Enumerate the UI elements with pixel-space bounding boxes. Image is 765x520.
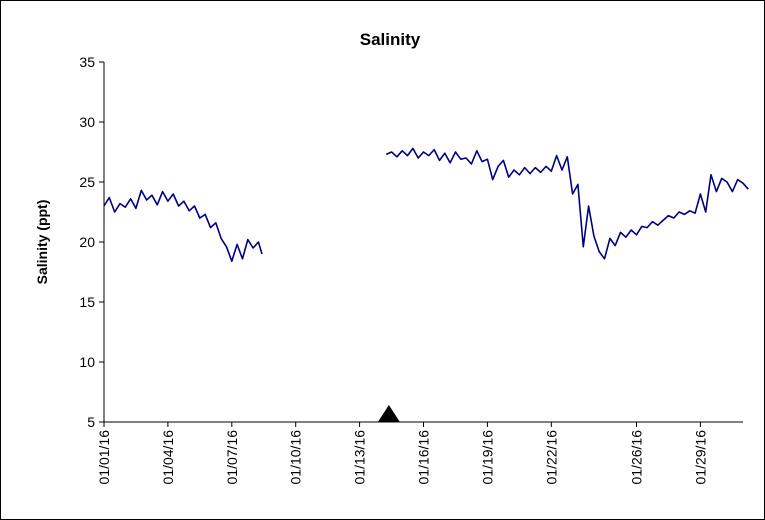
y-tick-label: 10 (79, 354, 95, 370)
y-tick-label: 5 (87, 414, 95, 430)
x-tick-label: 01/13/16 (352, 430, 368, 485)
x-tick-label: 01/22/16 (543, 430, 559, 485)
x-tick-label: 01/07/16 (224, 430, 240, 485)
x-tick-label: 01/10/16 (288, 430, 304, 485)
salinity-line-segment (385, 147, 749, 260)
y-tick-label: 15 (79, 294, 95, 310)
x-tick-label: 01/19/16 (479, 430, 495, 485)
y-axis-label: Salinity (ppt) (34, 200, 50, 285)
x-tick-label: 01/29/16 (692, 430, 708, 485)
chart-title: Salinity (360, 30, 421, 49)
x-tick-label: 01/01/16 (96, 430, 112, 485)
salinity-line-segment (103, 189, 263, 263)
y-tick-label: 20 (79, 234, 95, 250)
triangle-marker (377, 405, 400, 422)
y-tick-label: 35 (79, 54, 95, 70)
y-tick-label: 25 (79, 174, 95, 190)
x-tick-label: 01/16/16 (416, 430, 432, 485)
x-tick-label: 01/26/16 (629, 430, 645, 485)
y-tick-label: 30 (79, 114, 95, 130)
x-tick-label: 01/04/16 (160, 430, 176, 485)
